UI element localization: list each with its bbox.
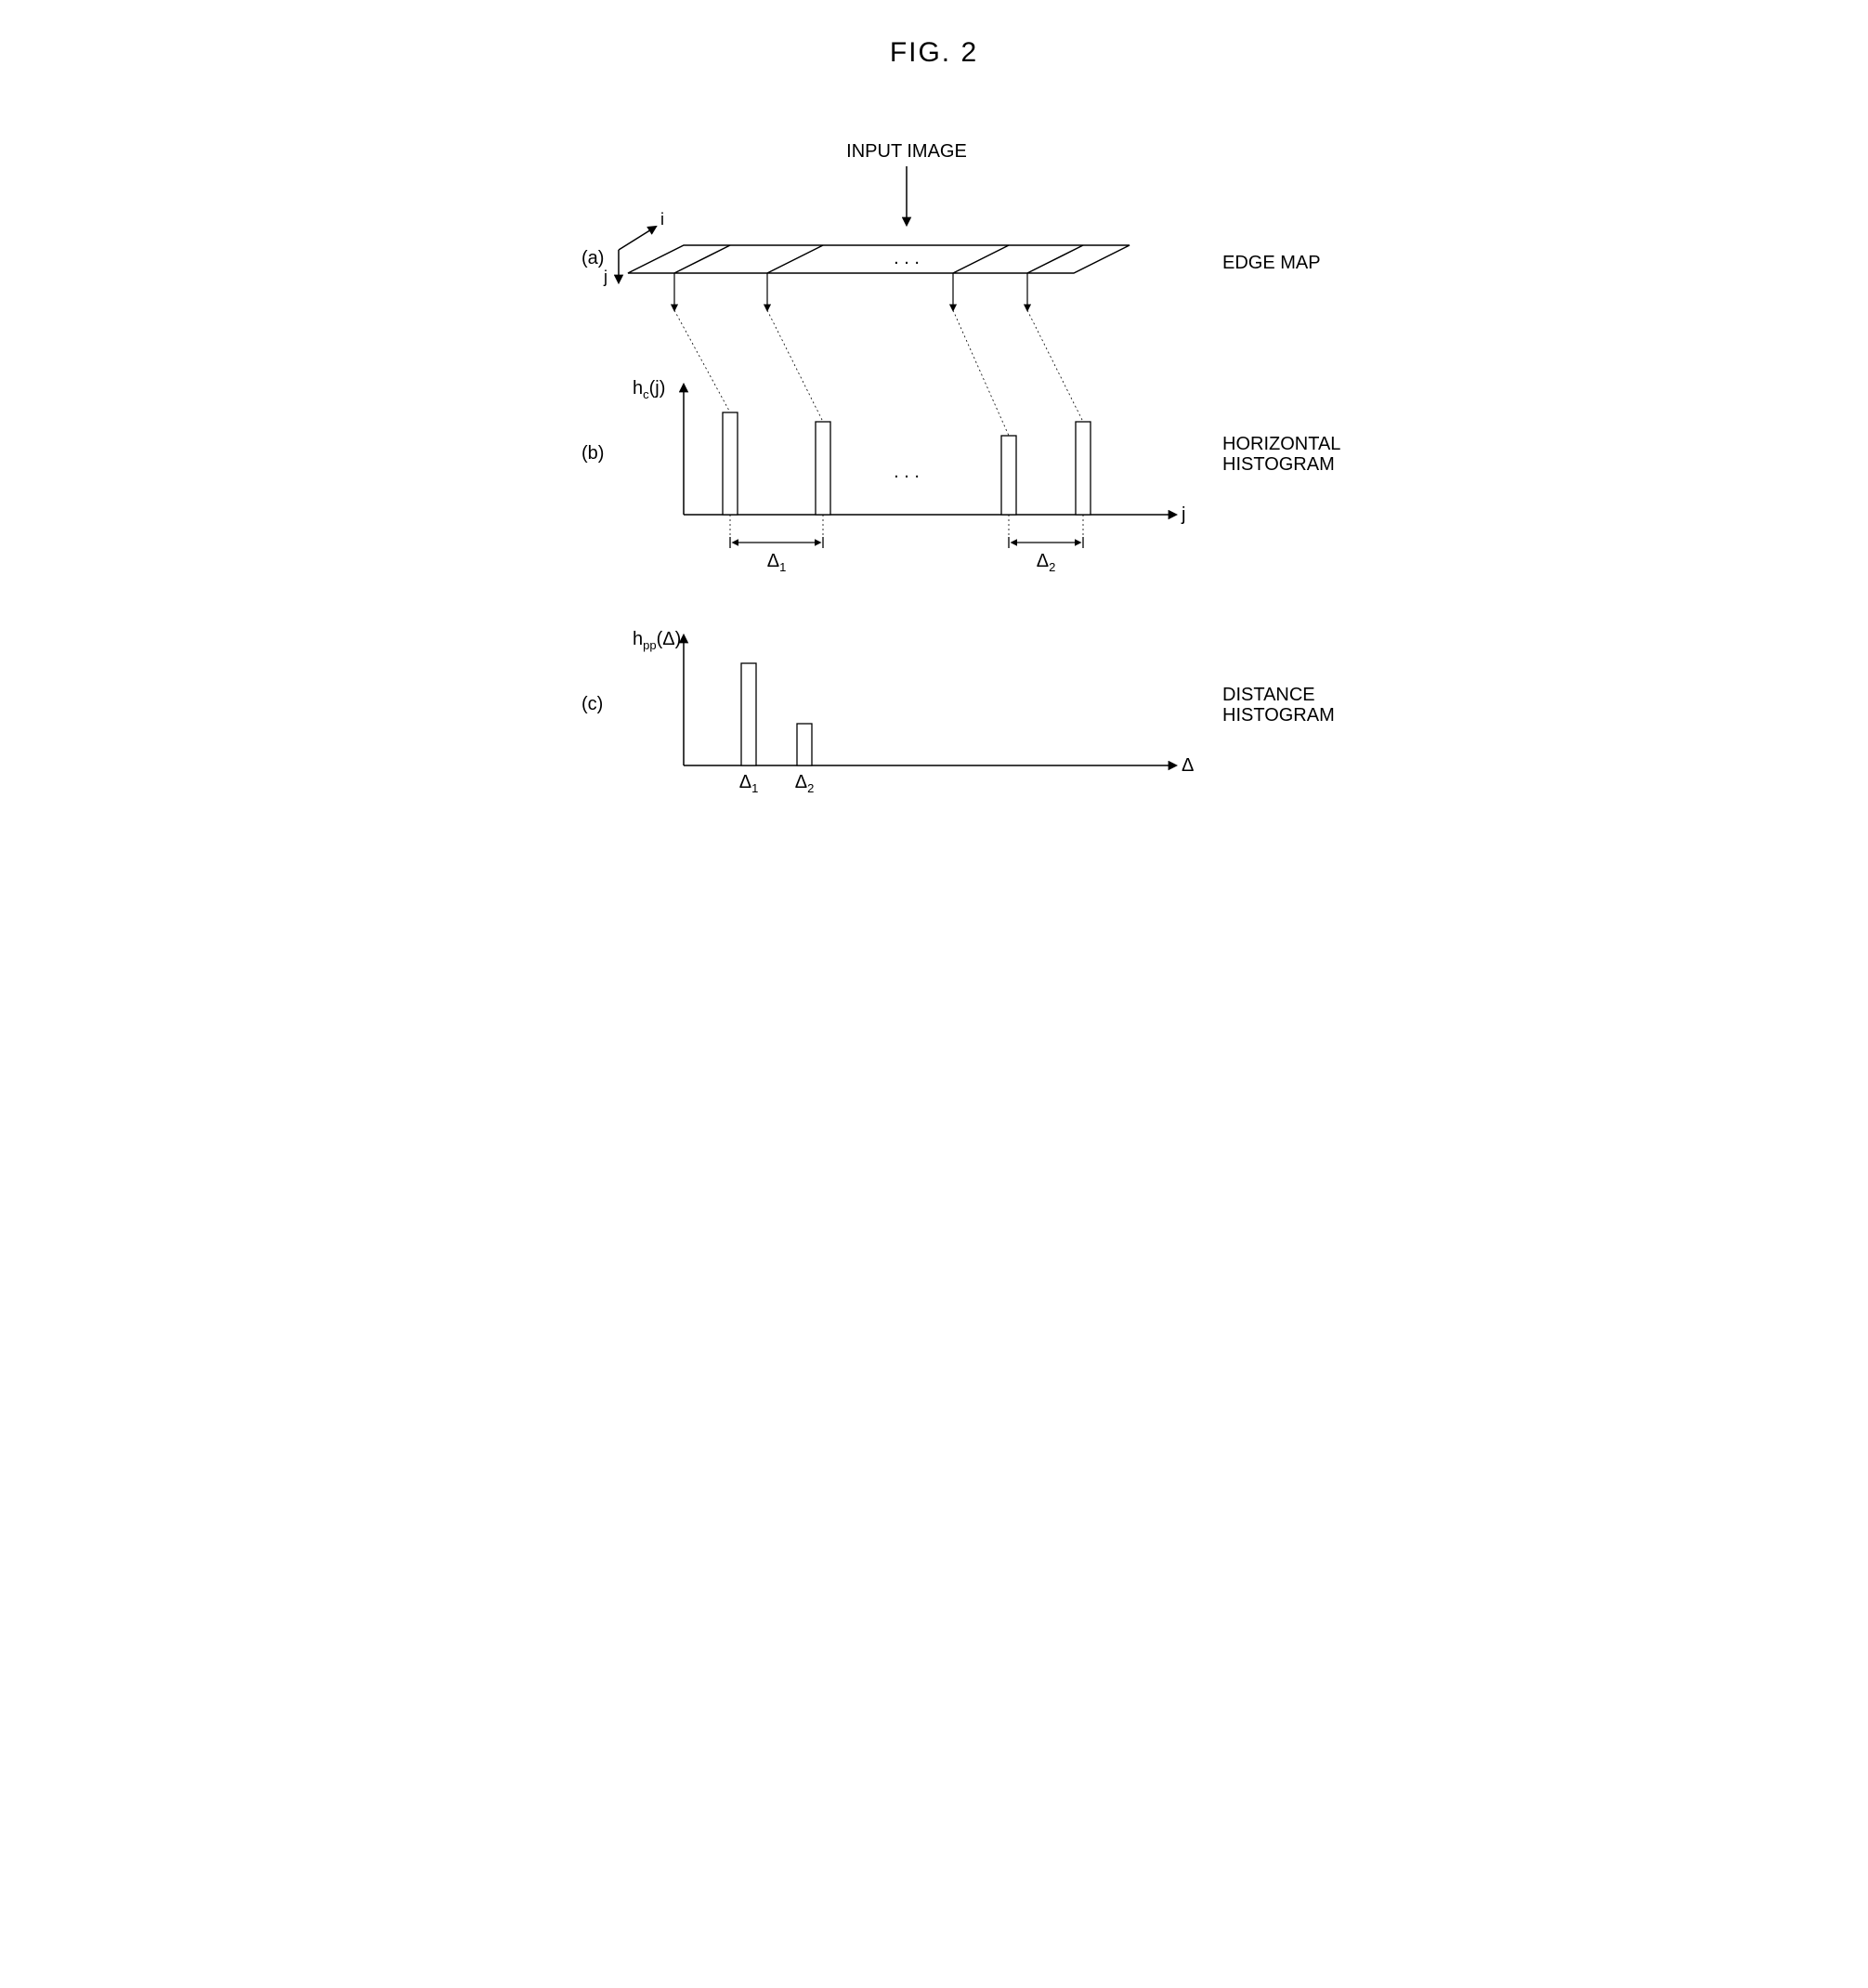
panel-c-label: (c) xyxy=(581,694,603,714)
edge-map-right-label: EDGE MAP xyxy=(1222,253,1321,273)
delta-label: Δ2 xyxy=(1036,551,1055,574)
x-axis-label: j xyxy=(1181,504,1185,525)
axis-j-label: j xyxy=(603,268,607,286)
axis-i-label: i xyxy=(660,210,664,229)
delta-label: Δ1 xyxy=(766,551,786,574)
panel-a-ellipsis: . . . xyxy=(894,248,920,268)
panel-b-right-label-1: HORIZONTAL xyxy=(1222,434,1340,454)
panel-a-label: (a) xyxy=(581,248,604,268)
histogram-bar xyxy=(816,422,830,515)
guide-line xyxy=(1027,310,1083,422)
guide-line xyxy=(953,310,1009,436)
panel-c-right-label-1: DISTANCE xyxy=(1222,685,1315,705)
y-axis-label: hpp(Δ) xyxy=(633,629,681,652)
histogram-bar xyxy=(723,412,738,515)
guide-line xyxy=(767,310,823,422)
histogram-bar xyxy=(797,724,812,765)
figure-svg: (a) i j INPUT IMAGE . . . EDGE MAP (b) hc(j) j . … xyxy=(507,115,1362,821)
axis-i-arrow xyxy=(619,227,656,250)
guide-line xyxy=(674,310,730,412)
panel-b-label: (b) xyxy=(581,443,604,464)
tick-label: Δ2 xyxy=(794,772,814,795)
panel-c-right-label-2: HISTOGRAM xyxy=(1222,705,1335,726)
panel-b-ellipsis: . . . xyxy=(894,462,920,482)
histogram-bar xyxy=(1076,422,1091,515)
input-image-label: INPUT IMAGE xyxy=(846,141,967,162)
x-axis-label: Δ xyxy=(1182,755,1194,776)
panel-b-right-label-2: HISTOGRAM xyxy=(1222,454,1335,475)
tick-label: Δ1 xyxy=(738,772,758,795)
histogram-bar xyxy=(1001,436,1016,515)
y-axis-label: hc(j) xyxy=(633,378,665,401)
histogram-bar xyxy=(741,663,756,765)
figure-title: FIG. 2 xyxy=(507,37,1362,69)
